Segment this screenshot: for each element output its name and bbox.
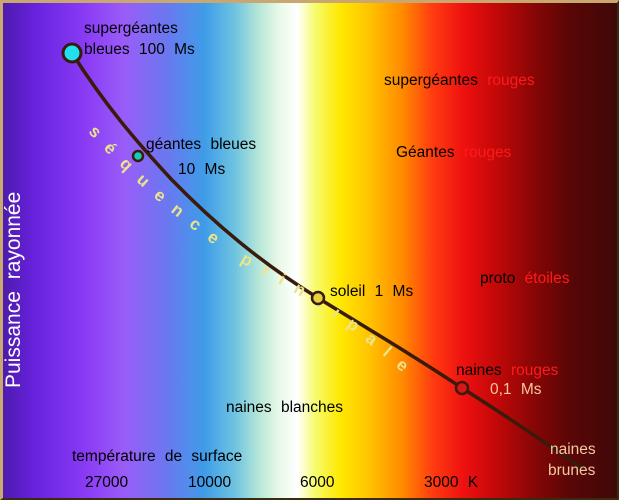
blue-giants-label-line1: géantes bleues <box>146 136 257 153</box>
blue-supergiants-label-line1: supergéantes <box>84 20 178 37</box>
blue-supergiants-label-line2: bleues 100 Ms <box>84 41 195 58</box>
protostars-color-word: étoiles <box>524 270 570 287</box>
red-giants-label: Géantes rouges <box>396 144 511 162</box>
red-dwarfs-word: naines <box>456 362 502 379</box>
red-dwarfs-label: naines rouges <box>456 362 558 380</box>
red-supergiants-color-word: rouges <box>487 72 535 89</box>
temperature-tick: 6000 <box>300 474 335 491</box>
red-dwarfs-color-word: rouges <box>511 362 559 379</box>
red-giants-word: Géantes <box>396 144 455 161</box>
blue-giant-marker <box>131 149 145 163</box>
red-supergiants-label: supergéantes rouges <box>384 72 535 90</box>
brown-dwarfs-label-line2: brunes <box>548 462 596 479</box>
brown-dwarfs-label-line1: naines <box>550 441 596 458</box>
blue-giants-label-line2: 10 Ms <box>178 161 226 178</box>
protostars-word: proto <box>480 270 516 287</box>
red-giants-color-word: rouges <box>463 144 512 161</box>
x-axis-label: température de surface <box>72 448 243 465</box>
protostars-label: proto étoiles <box>480 270 569 288</box>
red-supergiants-word: supergéantes <box>384 72 478 89</box>
white-dwarfs-label: naines blanches <box>226 399 344 416</box>
temperature-tick: 10000 <box>188 474 232 491</box>
temperature-tick: 27000 <box>85 474 129 491</box>
blue-supergiant-marker <box>61 42 83 64</box>
y-axis-label: Puissance rayonnée <box>2 191 25 388</box>
red-dwarf-marker <box>454 380 470 396</box>
temperature-tick: 3000 K <box>424 474 479 491</box>
sun-label: soleil 1 Ms <box>330 283 414 300</box>
red-dwarfs-mass: 0,1 Ms <box>490 381 542 398</box>
sun-marker <box>310 290 326 306</box>
